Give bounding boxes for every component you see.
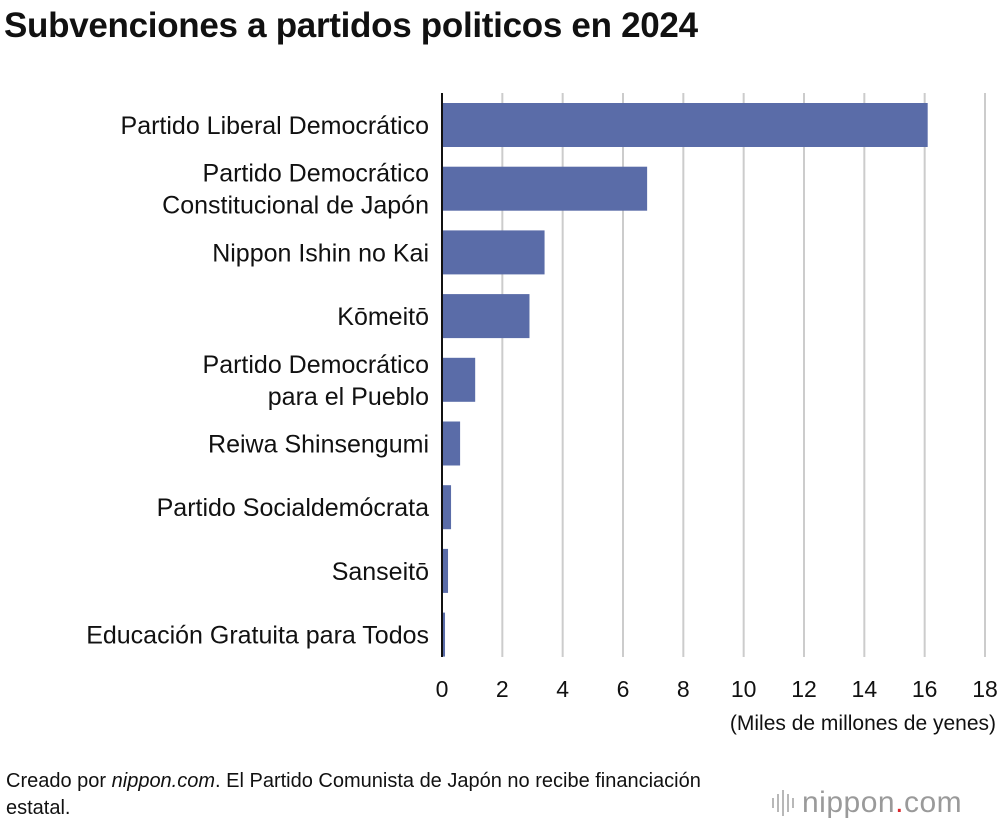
category-label: Educación Gratuita para Todos (86, 622, 429, 650)
x-tick-label: 0 (436, 676, 449, 702)
logo-dot: . (895, 786, 904, 819)
x-tick-label: 6 (617, 676, 630, 702)
logo-name: nippon (802, 786, 896, 819)
footer-text: . El Partido Comunista de Japón no recib… (6, 770, 701, 819)
chart-title: Subvenciones a partidos politicos en 202… (4, 6, 698, 45)
footer-note: Creado por nippon.com. El Partido Comuni… (6, 768, 766, 822)
bar (443, 421, 461, 466)
x-axis-label: (Miles de millones de yenes) (730, 712, 996, 735)
category-label: para el Pueblo (268, 383, 429, 411)
bar (443, 612, 446, 657)
bar-chart: Partido Liberal Democrático Partido Democ… (86, 93, 998, 735)
x-tick-label: 16 (912, 676, 938, 702)
category-label: Nippon Ishin no Kai (212, 239, 429, 267)
nippon-logo: nippon.com (772, 785, 962, 821)
footer-source: nippon.com (111, 770, 216, 792)
bar (443, 548, 449, 593)
x-tick-labels: 0 2 4 6 8 10 12 14 16 18 (436, 676, 998, 702)
category-label: Partido Liberal Democrático (121, 112, 429, 140)
logo-wordmark: nippon.com (802, 786, 962, 820)
logo-tld: com (903, 786, 963, 819)
x-tick-label: 12 (791, 676, 817, 702)
bar (443, 230, 545, 275)
x-tick-label: 18 (972, 676, 998, 702)
soundwave-bars-icon (772, 790, 794, 816)
category-labels: Partido Liberal Democrático Partido Democ… (86, 112, 429, 650)
category-label: Partido Socialdemócrata (157, 494, 429, 522)
x-tick-label: 8 (677, 676, 690, 702)
category-label: Kōmeitō (337, 303, 429, 331)
bars (443, 103, 928, 657)
x-tick-label: 14 (852, 676, 878, 702)
bar (443, 485, 452, 530)
x-tick-label: 4 (556, 676, 569, 702)
category-label: Constitucional de Japón (162, 192, 429, 220)
category-label: Partido Democrático (203, 160, 429, 188)
bar (443, 357, 476, 402)
category-label: Reiwa Shinsengumi (208, 431, 429, 459)
category-label: Partido Democrático (203, 351, 429, 379)
category-label: Sanseitō (332, 558, 429, 586)
bar (443, 166, 648, 211)
bar (443, 103, 928, 147)
footer-prefix: Creado por (6, 770, 112, 792)
x-tick-label: 2 (496, 676, 509, 702)
x-tick-label: 10 (731, 676, 757, 702)
bar (443, 294, 530, 339)
